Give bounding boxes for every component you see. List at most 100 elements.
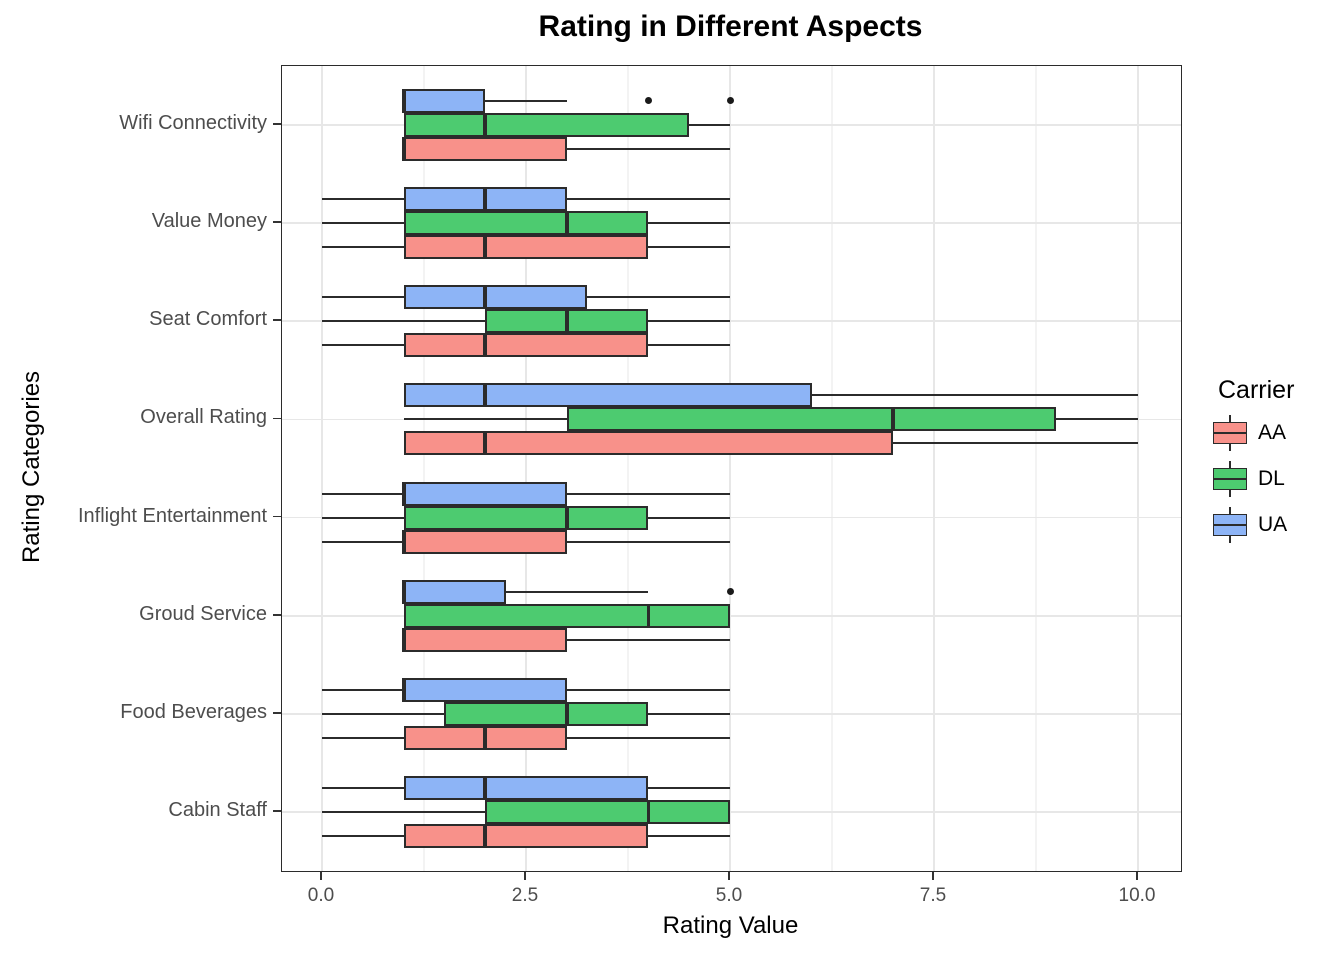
- median-line: [401, 579, 406, 604]
- median-line: [483, 187, 487, 212]
- x-tick-mark: [728, 871, 730, 880]
- whisker-high: [648, 712, 730, 715]
- whisker-high: [648, 787, 730, 790]
- whisker-high: [893, 442, 1138, 445]
- y-category-label: Cabin Staff: [168, 799, 267, 822]
- y-axis-title: Rating Categories: [18, 370, 45, 564]
- whisker-low: [322, 198, 404, 201]
- whisker-high: [1056, 418, 1138, 421]
- x-tick-mark: [1136, 871, 1138, 880]
- y-category-label: Food Beverages: [120, 700, 267, 723]
- gridline-major: [282, 124, 1181, 126]
- legend-key-median: [1213, 478, 1247, 480]
- boxplot-key-icon: [1212, 507, 1248, 543]
- whisker-high: [648, 835, 730, 838]
- median-line: [401, 529, 406, 554]
- y-category-label: Value Money: [151, 210, 267, 233]
- box-AA: [403, 627, 567, 652]
- whisker-low: [322, 320, 486, 323]
- legend-label-AA: AA: [1258, 421, 1287, 444]
- legend: Carrier AA DL UA: [1212, 376, 1294, 553]
- x-tick-mark: [320, 871, 322, 880]
- box-DL: [403, 211, 649, 236]
- median-line: [565, 505, 569, 530]
- box-UA: [403, 88, 486, 113]
- legend-title: Carrier: [1218, 376, 1295, 404]
- whisker-low: [322, 835, 404, 838]
- gridline-major: [321, 66, 323, 871]
- legend-entries: AA DL UA: [1212, 415, 1294, 543]
- x-tick-label: 2.5: [511, 885, 539, 906]
- x-tick-label: 5.0: [715, 885, 743, 906]
- median-line: [401, 136, 406, 161]
- whisker-high: [587, 296, 730, 299]
- legend-entry: UA: [1212, 507, 1294, 543]
- box-DL: [444, 701, 649, 726]
- y-category-label: Seat Comfort: [149, 308, 267, 331]
- whisker-low: [322, 811, 486, 814]
- median-line: [483, 383, 487, 408]
- legend-key-median: [1213, 524, 1247, 526]
- whisker-high: [566, 147, 730, 150]
- whisker-low: [322, 246, 404, 249]
- gridline-major: [1137, 66, 1139, 871]
- whisker-low: [322, 712, 445, 715]
- box-UA: [403, 481, 567, 506]
- whisker-low: [322, 296, 404, 299]
- whisker-high: [566, 736, 730, 739]
- whisker-low: [322, 344, 404, 347]
- box-DL: [403, 112, 690, 137]
- box-UA: [403, 579, 506, 604]
- box-UA: [403, 383, 812, 408]
- whisker-low: [322, 736, 404, 739]
- y-tick-mark: [273, 614, 281, 616]
- median-line: [483, 112, 487, 137]
- y-tick-mark: [273, 123, 281, 125]
- median-line: [483, 824, 487, 849]
- median-line: [565, 211, 569, 236]
- legend-label-UA: UA: [1258, 513, 1288, 536]
- gridline-major: [282, 811, 1181, 813]
- whisker-low: [322, 688, 404, 691]
- gridline-major: [933, 66, 935, 871]
- boxplot-key-icon: [1212, 415, 1248, 451]
- chart-title: Rating in Different Aspects: [538, 10, 923, 43]
- x-axis-title: Rating Value: [662, 912, 799, 939]
- gridline-major: [525, 66, 527, 871]
- whisker-high: [811, 394, 1138, 397]
- gridline-minor: [1035, 66, 1037, 871]
- box-DL: [403, 505, 649, 530]
- gridline-major: [282, 516, 1181, 519]
- legend-entry: AA: [1212, 415, 1294, 451]
- y-category-label: Wifi Connectivity: [119, 111, 267, 134]
- whisker-high: [566, 492, 730, 495]
- box-AA: [403, 333, 649, 358]
- outlier-point: [726, 97, 734, 105]
- median-line: [483, 431, 487, 456]
- y-category-label: Groud Service: [139, 602, 267, 625]
- y-category-label: Inflight Entertainment: [78, 504, 267, 527]
- median-line: [483, 776, 487, 801]
- median-line: [483, 285, 487, 310]
- y-tick-mark: [273, 319, 281, 321]
- plot-panel: [281, 65, 1182, 872]
- outlier-point: [726, 588, 734, 596]
- x-tick-mark: [524, 871, 526, 880]
- whisker-low: [322, 516, 404, 519]
- median-line: [401, 88, 406, 113]
- whisker-high: [485, 99, 567, 102]
- whisker-low: [322, 222, 404, 225]
- outlier-point: [644, 97, 652, 105]
- y-tick-mark: [273, 417, 281, 420]
- whisker-high: [648, 320, 730, 323]
- gridline-major: [282, 320, 1181, 322]
- whisker-high: [566, 638, 730, 641]
- x-tick-label: 7.5: [919, 885, 947, 906]
- y-tick-mark: [273, 712, 281, 714]
- median-line: [401, 481, 406, 506]
- box-AA: [403, 136, 567, 161]
- gridline-major: [282, 222, 1181, 224]
- legend-entry: DL: [1212, 461, 1294, 497]
- median-line: [565, 701, 569, 726]
